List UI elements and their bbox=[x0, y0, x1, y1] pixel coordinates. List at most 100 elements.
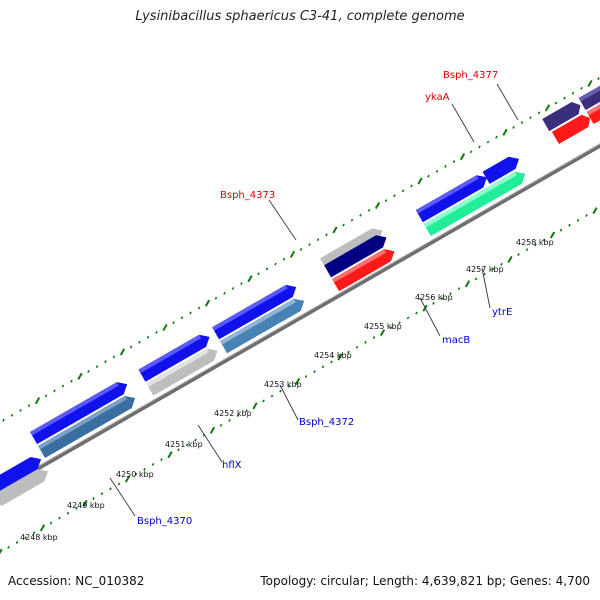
scale-labels: 4248 kbp 4249 kbp 4250 kbp 4251 kbp 4252… bbox=[20, 238, 554, 542]
minor-tick bbox=[15, 541, 19, 544]
feature-left-upper[interactable] bbox=[0, 453, 45, 495]
minor-tick bbox=[185, 443, 189, 447]
minor-tick bbox=[155, 330, 158, 334]
minor-tick bbox=[384, 199, 388, 203]
scale-label: 4254 kbp bbox=[314, 351, 352, 360]
minor-tick bbox=[160, 458, 163, 461]
minor-tick bbox=[194, 438, 197, 442]
minor-tick bbox=[415, 311, 418, 315]
minor-tick bbox=[585, 214, 588, 217]
feature-4377-upper[interactable] bbox=[578, 65, 600, 111]
minor-tick bbox=[427, 174, 430, 178]
scale-label: 4256 kbp bbox=[415, 293, 453, 302]
major-tick bbox=[289, 250, 296, 258]
feature-ytre-upper[interactable] bbox=[482, 153, 523, 184]
minor-tick bbox=[257, 272, 260, 276]
feature-4370-lower[interactable] bbox=[38, 392, 139, 458]
minor-tick bbox=[2, 418, 5, 422]
feature-4373-red[interactable] bbox=[332, 245, 398, 292]
minor-tick bbox=[597, 77, 600, 81]
minor-tick bbox=[214, 296, 218, 300]
minor-tick bbox=[70, 379, 73, 383]
minor-tick bbox=[177, 448, 180, 452]
minor-tick bbox=[330, 360, 333, 364]
minor-tick bbox=[19, 409, 22, 412]
minor-tick bbox=[410, 184, 413, 188]
feature-bsph-4370-upper[interactable] bbox=[30, 378, 131, 445]
major-tick bbox=[82, 499, 88, 507]
minor-tick bbox=[483, 272, 486, 276]
minor-tick bbox=[228, 419, 231, 422]
feature-left-lower[interactable] bbox=[0, 465, 52, 507]
minor-tick bbox=[151, 462, 155, 466]
feature-macb-upper[interactable] bbox=[415, 171, 491, 223]
minor-tick bbox=[406, 316, 410, 320]
minor-tick bbox=[321, 365, 325, 369]
minor-tick bbox=[262, 399, 265, 403]
upper-tick-row bbox=[2, 77, 600, 422]
minor-tick bbox=[449, 292, 452, 296]
feature-ykaa-lower[interactable] bbox=[551, 112, 594, 144]
major-tick bbox=[34, 397, 41, 405]
label-bsph-4370[interactable]: Bsph_4370 bbox=[137, 516, 192, 527]
minor-tick bbox=[172, 321, 175, 325]
major-tick bbox=[77, 372, 83, 380]
scale-label: 4253 kbp bbox=[264, 380, 302, 389]
label-ykaa[interactable]: ykaA bbox=[425, 92, 450, 103]
minor-tick bbox=[49, 521, 53, 525]
minor-tick bbox=[304, 375, 308, 378]
feature-4372-lower[interactable] bbox=[220, 295, 308, 354]
feature-macb-lower[interactable] bbox=[423, 168, 529, 237]
minor-tick bbox=[24, 536, 27, 540]
minor-tick bbox=[129, 345, 133, 349]
minor-tick bbox=[512, 125, 515, 129]
label-ytre[interactable]: ytrE bbox=[492, 307, 512, 318]
feature-hflx-upper[interactable] bbox=[138, 331, 213, 382]
major-tick bbox=[294, 377, 301, 385]
minor-tick bbox=[568, 223, 571, 227]
genome-summary-text: Topology: circular; Length: 4,639,821 bp… bbox=[260, 574, 590, 588]
minor-tick bbox=[75, 506, 78, 510]
minor-tick bbox=[138, 340, 141, 344]
feature-hflx-lower[interactable] bbox=[146, 345, 221, 396]
minor-tick bbox=[134, 472, 138, 476]
minor-tick bbox=[474, 277, 478, 281]
feature-4373-b[interactable] bbox=[324, 231, 390, 278]
minor-tick bbox=[112, 355, 116, 359]
major-tick bbox=[417, 177, 423, 185]
minor-tick bbox=[197, 306, 201, 310]
minor-tick bbox=[571, 91, 575, 95]
minor-tick bbox=[240, 282, 243, 286]
major-tick bbox=[507, 255, 513, 263]
minor-tick bbox=[542, 238, 546, 242]
major-tick bbox=[119, 348, 126, 356]
label-macb[interactable]: macB bbox=[442, 335, 470, 346]
major-tick bbox=[124, 475, 131, 483]
minor-tick bbox=[236, 414, 240, 418]
minor-tick bbox=[219, 423, 223, 427]
label-bsph-4373[interactable]: Bsph_4373 bbox=[220, 190, 275, 201]
label-bsph-4372[interactable]: Bsph_4372 bbox=[299, 417, 354, 428]
minor-tick bbox=[265, 267, 269, 271]
scale-label: 4258 kbp bbox=[516, 238, 554, 247]
minor-tick bbox=[529, 116, 532, 120]
minor-tick bbox=[372, 336, 376, 339]
map-title: Lysinibacillus sphaericus C3-41, complet… bbox=[135, 9, 465, 24]
minor-tick bbox=[435, 169, 439, 173]
minor-tick bbox=[92, 497, 95, 501]
label-bsph-4377[interactable]: Bsph_4377 bbox=[443, 70, 498, 81]
minor-tick bbox=[279, 389, 282, 393]
minor-tick bbox=[316, 238, 320, 242]
minor-tick bbox=[495, 135, 498, 139]
feature-4372-upper[interactable] bbox=[212, 281, 300, 340]
feature-ykaa-upper[interactable] bbox=[542, 99, 584, 132]
minor-tick bbox=[398, 321, 401, 325]
label-hflx[interactable]: hflX bbox=[222, 460, 242, 471]
minor-tick bbox=[143, 467, 146, 471]
minor-tick bbox=[180, 316, 184, 320]
minor-tick bbox=[350, 218, 354, 222]
major-tick bbox=[247, 275, 253, 283]
major-tick bbox=[592, 207, 598, 215]
minor-tick bbox=[308, 243, 311, 246]
minor-tick bbox=[274, 262, 277, 266]
